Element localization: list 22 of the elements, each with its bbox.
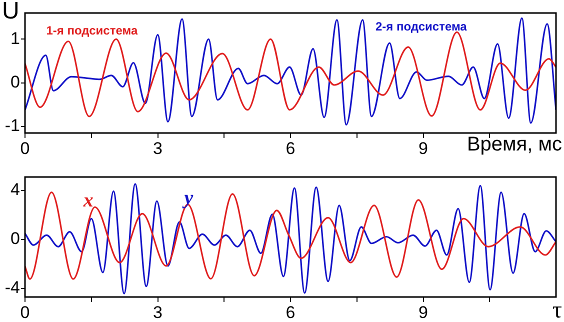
y-axis-title: U <box>2 0 20 25</box>
y-tick-label: 0 <box>10 229 20 248</box>
x-tick-label: 3 <box>153 138 162 158</box>
line-series <box>25 17 556 126</box>
series-label: 2-я подсистема <box>375 20 468 34</box>
x-tick-label: 9 <box>418 138 428 158</box>
y-tick-label: -4 <box>4 278 20 298</box>
y-tick-label: -1 <box>4 116 20 136</box>
x-tick-label: 6 <box>286 302 296 322</box>
series-label: 1-я подсистема <box>46 23 138 38</box>
series-label: y <box>182 187 194 210</box>
y-tick-label: 1 <box>10 28 20 48</box>
line-series <box>25 192 556 280</box>
y-tick-label: 4 <box>10 180 20 200</box>
x-axis-title: τ <box>552 297 562 322</box>
line-series <box>25 183 556 294</box>
y-tick-label: 0 <box>10 72 20 92</box>
x-tick-label: 3 <box>153 302 162 322</box>
series-label: x <box>82 190 94 212</box>
x-tick-label: 9 <box>418 302 428 322</box>
x-tick-label: 6 <box>286 138 296 158</box>
x-axis-title: Время, мс <box>466 134 562 156</box>
